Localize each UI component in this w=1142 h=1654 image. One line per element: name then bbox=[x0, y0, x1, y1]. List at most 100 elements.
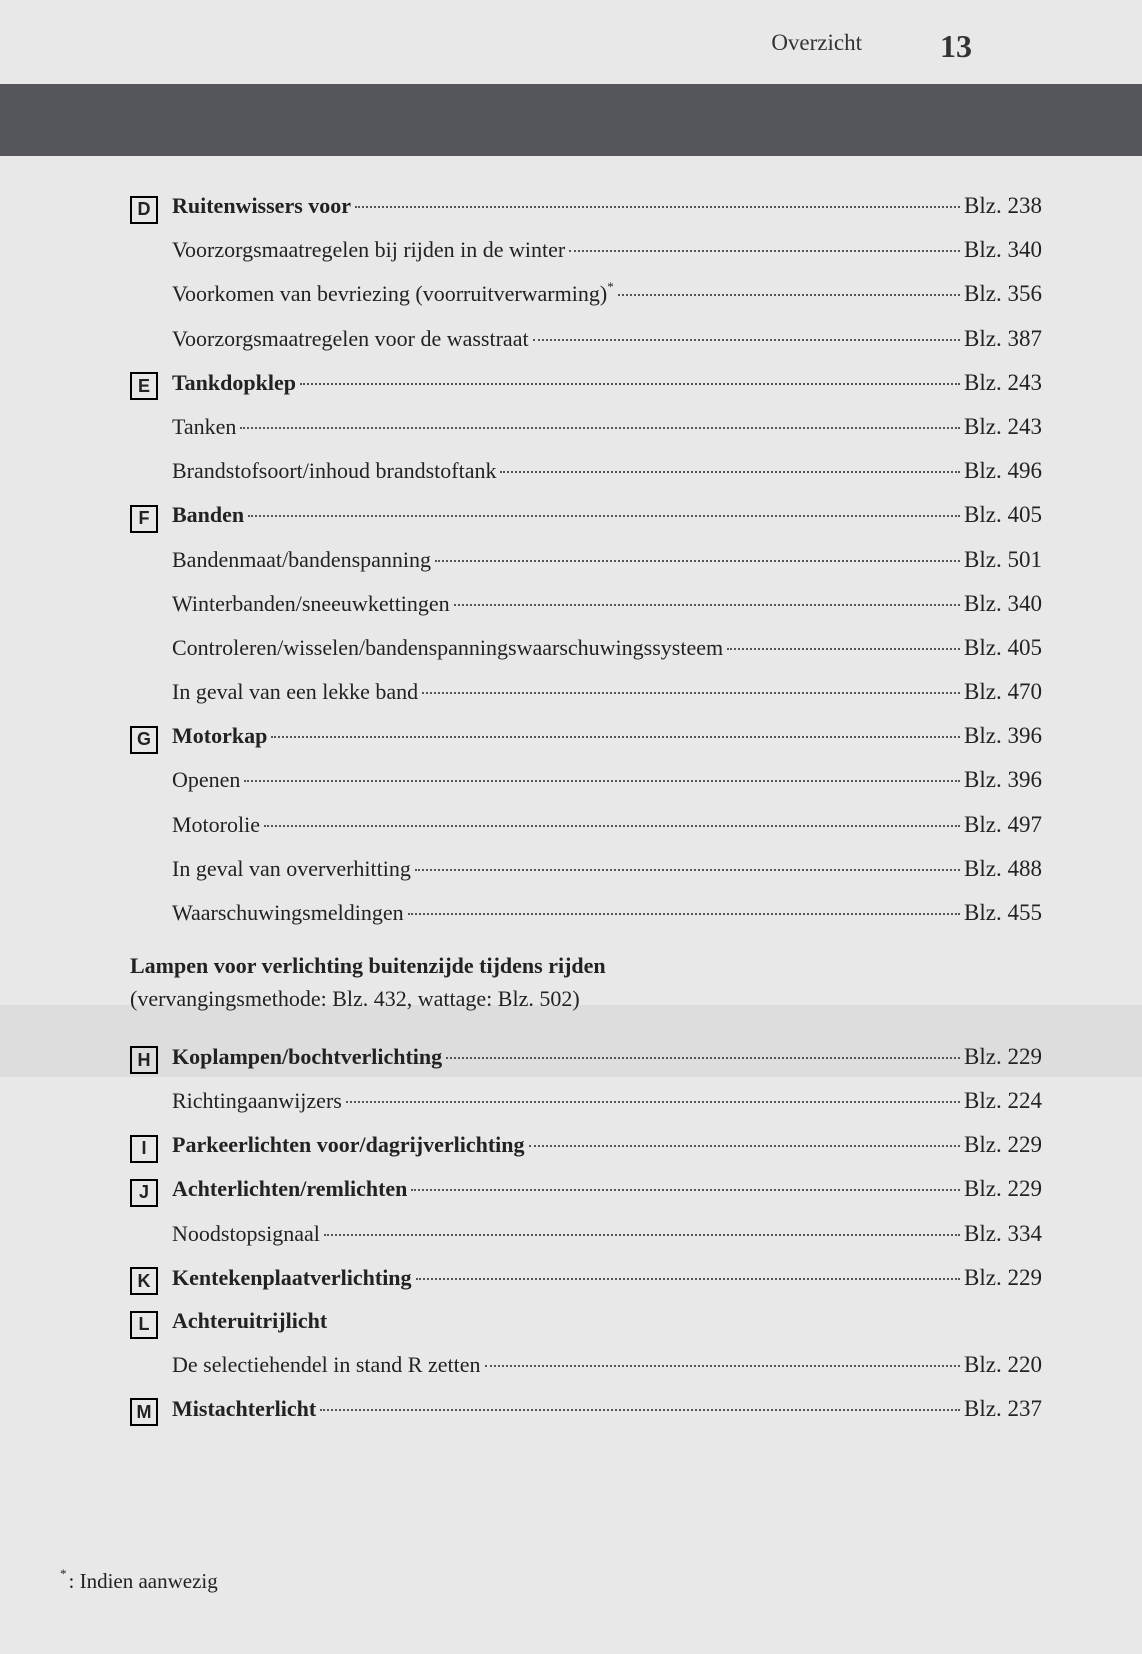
toc-line: WaarschuwingsmeldingenBlz. 455 bbox=[172, 897, 1042, 929]
toc-line: Voorzorgsmaatregelen bij rijden in de wi… bbox=[172, 234, 1042, 266]
toc-label: Banden bbox=[172, 500, 244, 531]
toc-label: Motorolie bbox=[172, 810, 260, 841]
page-ref: Blz. 243 bbox=[964, 367, 1042, 399]
toc-label: Richtingaanwijzers bbox=[172, 1086, 342, 1117]
toc-row: Noodstopsignaal Blz. 334 bbox=[130, 1218, 1042, 1250]
toc-label: Achteruitrijlicht bbox=[172, 1306, 327, 1337]
toc-label: Brandstofsoort/inhoud brandstoftank bbox=[172, 456, 496, 487]
toc-line: Ruitenwissers voorBlz. 238 bbox=[172, 190, 1042, 222]
toc-label: Noodstopsignaal bbox=[172, 1219, 320, 1250]
page-ref: Blz. 387 bbox=[964, 323, 1042, 355]
toc-row: Motorolie Blz. 497 bbox=[130, 809, 1042, 841]
page-ref: Blz. 497 bbox=[964, 809, 1042, 841]
page-ref: Blz. 470 bbox=[964, 676, 1042, 708]
toc-row: WaarschuwingsmeldingenBlz. 455 bbox=[130, 897, 1042, 929]
toc-line: Koplampen/bochtverlichting Blz. 229 bbox=[172, 1041, 1042, 1073]
toc-row: KKentekenplaatverlichtingBlz. 229 bbox=[130, 1262, 1042, 1294]
dot-leader bbox=[240, 427, 960, 429]
toc-line: Achteruitrijlicht bbox=[172, 1306, 1042, 1337]
dot-leader bbox=[320, 1409, 960, 1411]
letter-box-f: F bbox=[130, 505, 158, 533]
page-ref: Blz. 488 bbox=[964, 853, 1042, 885]
page-ref: Blz. 455 bbox=[964, 897, 1042, 929]
toc-line: Noodstopsignaal Blz. 334 bbox=[172, 1218, 1042, 1250]
dot-leader bbox=[271, 736, 960, 738]
page-ref: Blz. 334 bbox=[964, 1218, 1042, 1250]
toc-line: TankdopklepBlz. 243 bbox=[172, 367, 1042, 399]
toc-line: Brandstofsoort/inhoud brandstoftank Blz. … bbox=[172, 455, 1042, 487]
toc-row: Voorzorgsmaatregelen bij rijden in de wi… bbox=[130, 234, 1042, 266]
toc-line: In geval van een lekke band Blz. 470 bbox=[172, 676, 1042, 708]
toc-label: Kentekenplaatverlichting bbox=[172, 1263, 412, 1294]
toc-row: Controleren/wisselen/bandenspanningswaar… bbox=[130, 632, 1042, 664]
dot-leader bbox=[569, 250, 960, 252]
footnote-marker: * bbox=[60, 1566, 67, 1581]
toc-row: Richtingaanwijzers Blz. 224 bbox=[130, 1085, 1042, 1117]
page-number: 13 bbox=[940, 28, 972, 65]
section2-header: Lampen voor verlichting buitenzijde tijd… bbox=[30, 941, 1112, 1031]
letter-box-d: D bbox=[130, 196, 158, 224]
toc-line: Voorzorgsmaatregelen voor de wasstraatBl… bbox=[172, 323, 1042, 355]
toc-line: Achterlichten/remlichtenBlz. 229 bbox=[172, 1173, 1042, 1205]
section2-sub: (vervangingsmethode: Blz. 432, wattage: … bbox=[130, 984, 1042, 1015]
toc-label: Bandenmaat/bandenspanning bbox=[172, 545, 431, 576]
toc-row: Bandenmaat/bandenspanningBlz. 501 bbox=[130, 544, 1042, 576]
letter-box-h: H bbox=[130, 1046, 158, 1074]
letter-box-e: E bbox=[130, 372, 158, 400]
toc-line: MistachterlichtBlz. 237 bbox=[172, 1393, 1042, 1425]
page-ref: Blz. 405 bbox=[964, 499, 1042, 531]
toc-row: Brandstofsoort/inhoud brandstoftank Blz. … bbox=[130, 455, 1042, 487]
page-ref: Blz. 220 bbox=[964, 1349, 1042, 1381]
toc-line: Controleren/wisselen/bandenspanningswaar… bbox=[172, 632, 1042, 664]
letter-box-m: M bbox=[130, 1398, 158, 1426]
header-dark-band bbox=[0, 84, 1142, 156]
dot-leader bbox=[529, 1145, 961, 1147]
toc-label: Voorkomen van bevriezing (voorruitverwar… bbox=[172, 279, 607, 310]
toc-label: Controleren/wisselen/bandenspanningswaar… bbox=[172, 633, 723, 664]
dot-leader bbox=[411, 1189, 960, 1191]
page-ref: Blz. 243 bbox=[964, 411, 1042, 443]
toc-label: Openen bbox=[172, 765, 240, 796]
dot-leader bbox=[422, 692, 960, 694]
dot-leader bbox=[446, 1057, 960, 1059]
page-ref: Blz. 496 bbox=[964, 455, 1042, 487]
dot-leader bbox=[415, 869, 960, 871]
toc-row: In geval van een lekke band Blz. 470 bbox=[130, 676, 1042, 708]
toc-label: Parkeerlichten voor/dagrijverlichting bbox=[172, 1130, 525, 1161]
toc-label: Motorkap bbox=[172, 721, 267, 752]
toc-line: Winterbanden/sneeuwkettingen Blz. 340 bbox=[172, 588, 1042, 620]
section2-title: Lampen voor verlichting buitenzijde tijd… bbox=[130, 951, 1042, 982]
letter-box-g: G bbox=[130, 726, 158, 754]
dot-leader bbox=[248, 515, 960, 517]
page-ref: Blz. 229 bbox=[964, 1262, 1042, 1294]
footnote-ref: * bbox=[607, 278, 614, 296]
toc-line: Kentekenplaatverlichting Blz. 229 bbox=[172, 1262, 1042, 1294]
toc-line: Richtingaanwijzers Blz. 224 bbox=[172, 1085, 1042, 1117]
toc-row: IParkeerlichten voor/dagrijverlichtingBl… bbox=[130, 1129, 1042, 1161]
page-ref: Blz. 224 bbox=[964, 1085, 1042, 1117]
letter-box-l: L bbox=[130, 1311, 158, 1339]
toc-label: Koplampen/bochtverlichting bbox=[172, 1042, 442, 1073]
page-ref: Blz. 229 bbox=[964, 1041, 1042, 1073]
toc-line: OpenenBlz. 396 bbox=[172, 764, 1042, 796]
toc-row: Voorzorgsmaatregelen voor de wasstraatBl… bbox=[130, 323, 1042, 355]
page-ref: Blz. 237 bbox=[964, 1393, 1042, 1425]
content-body: D Ruitenwissers voorBlz. 238 Voorzorgsmaat… bbox=[130, 190, 1042, 1437]
page-ref: Blz. 396 bbox=[964, 720, 1042, 752]
page-ref: Blz. 340 bbox=[964, 588, 1042, 620]
letter-box-i: I bbox=[130, 1135, 158, 1163]
dot-leader bbox=[500, 471, 960, 473]
toc-row: G Motorkap Blz. 396 bbox=[130, 720, 1042, 752]
toc-row: JAchterlichten/remlichtenBlz. 229 bbox=[130, 1173, 1042, 1205]
dot-leader bbox=[346, 1101, 960, 1103]
toc-label: Winterbanden/sneeuwkettingen bbox=[172, 589, 450, 620]
toc-row: F Banden Blz. 405 bbox=[130, 499, 1042, 531]
toc-line: Voorkomen van bevriezing (voorruitverwar… bbox=[172, 278, 1042, 310]
dot-leader bbox=[727, 648, 960, 650]
header-title: Overzicht bbox=[771, 30, 862, 56]
toc-line: In geval van oververhittingBlz. 488 bbox=[172, 853, 1042, 885]
dot-leader bbox=[355, 206, 960, 208]
toc-label: De selectiehendel in stand R zetten bbox=[172, 1350, 481, 1381]
toc-label: In geval van een lekke band bbox=[172, 677, 418, 708]
toc-label: Ruitenwissers voor bbox=[172, 191, 351, 222]
